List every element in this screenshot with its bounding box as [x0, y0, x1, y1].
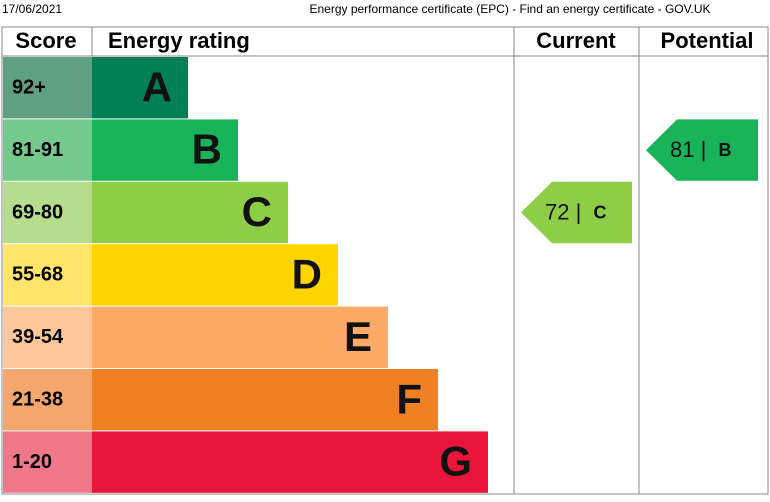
current-arrow	[521, 181, 632, 244]
rating-bar	[92, 306, 388, 368]
rating-bar	[92, 181, 288, 244]
score-cell	[3, 306, 92, 368]
header-score: Score	[15, 28, 76, 53]
header-potential: Potential	[661, 28, 754, 53]
rating-bar	[92, 57, 188, 119]
rating-bar	[92, 244, 338, 306]
score-label: 39-54	[12, 326, 64, 348]
potential-separator: |	[701, 137, 707, 162]
score-cell	[3, 369, 92, 431]
rating-letter: E	[344, 313, 372, 360]
rating-letter: C	[242, 188, 272, 235]
current-score: 72	[545, 199, 569, 224]
score-label: 81-91	[12, 139, 63, 161]
score-cell	[3, 181, 92, 244]
current-letter: C	[593, 202, 606, 222]
print-date: 17/06/2021	[2, 2, 62, 16]
score-label: 21-38	[12, 388, 63, 410]
score-label: 55-68	[12, 264, 63, 286]
potential-label: 81 | B	[670, 137, 731, 162]
rating-letter: A	[142, 63, 172, 110]
score-label: 69-80	[12, 201, 63, 223]
page-title: Energy performance certificate (EPC) - F…	[309, 2, 710, 16]
score-cell	[3, 119, 92, 181]
current-separator: |	[576, 199, 582, 224]
potential-arrow	[646, 119, 758, 181]
potential-score: 81	[670, 137, 694, 162]
rating-bar	[92, 119, 238, 181]
score-label: 92+	[12, 76, 46, 98]
rating-letter: D	[292, 250, 322, 297]
score-label: 1-20	[12, 451, 52, 473]
score-cell	[3, 431, 92, 493]
rating-letter: B	[192, 126, 222, 173]
current-label: 72 | C	[545, 199, 606, 224]
potential-letter: B	[718, 140, 731, 160]
score-cell	[3, 244, 92, 306]
rating-bar	[92, 431, 488, 493]
score-cell	[3, 57, 92, 119]
header-rating: Energy rating	[108, 28, 250, 53]
rating-letter: G	[439, 438, 472, 485]
rating-bar	[92, 369, 438, 431]
table-border	[1, 26, 769, 495]
rating-letter: F	[396, 375, 422, 422]
header-current: Current	[536, 28, 616, 53]
